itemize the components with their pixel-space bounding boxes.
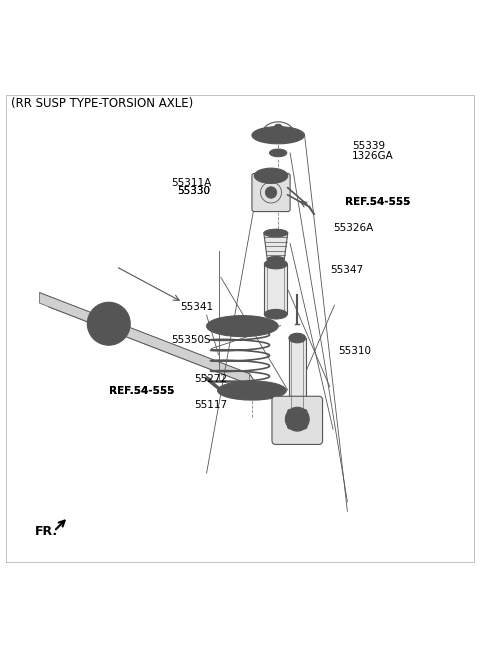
Text: 55326A: 55326A bbox=[333, 223, 373, 233]
Ellipse shape bbox=[217, 381, 286, 400]
Text: REF.54-555: REF.54-555 bbox=[109, 386, 174, 396]
Ellipse shape bbox=[302, 424, 307, 429]
Ellipse shape bbox=[275, 151, 281, 155]
Ellipse shape bbox=[252, 127, 304, 144]
Text: 55272: 55272 bbox=[195, 374, 228, 384]
Ellipse shape bbox=[97, 312, 120, 336]
Ellipse shape bbox=[87, 302, 130, 345]
Ellipse shape bbox=[293, 415, 301, 423]
Text: REF.54-555: REF.54-555 bbox=[345, 197, 410, 207]
Text: 55330: 55330 bbox=[178, 186, 211, 196]
Text: (RR SUSP TYPE-TORSION AXLE): (RR SUSP TYPE-TORSION AXLE) bbox=[11, 97, 193, 110]
Text: 55311A: 55311A bbox=[171, 178, 211, 188]
Text: 55117: 55117 bbox=[195, 400, 228, 410]
Ellipse shape bbox=[291, 413, 303, 425]
Ellipse shape bbox=[265, 187, 277, 198]
Text: 55339: 55339 bbox=[352, 141, 385, 151]
Ellipse shape bbox=[254, 168, 288, 183]
Text: 1326GA: 1326GA bbox=[352, 150, 394, 161]
FancyBboxPatch shape bbox=[272, 396, 323, 445]
Ellipse shape bbox=[264, 309, 287, 319]
Polygon shape bbox=[264, 233, 288, 260]
Ellipse shape bbox=[275, 124, 282, 130]
Ellipse shape bbox=[206, 315, 278, 336]
Text: FR.: FR. bbox=[35, 525, 58, 538]
Ellipse shape bbox=[288, 411, 306, 428]
Ellipse shape bbox=[270, 149, 287, 157]
Bar bbox=[289, 338, 306, 409]
Ellipse shape bbox=[104, 319, 114, 328]
Text: REF.54-555: REF.54-555 bbox=[109, 386, 174, 396]
Polygon shape bbox=[39, 293, 250, 384]
Polygon shape bbox=[39, 293, 259, 388]
Ellipse shape bbox=[264, 229, 288, 237]
Ellipse shape bbox=[264, 260, 287, 269]
Ellipse shape bbox=[233, 321, 252, 331]
Text: 55310: 55310 bbox=[338, 346, 371, 356]
FancyBboxPatch shape bbox=[252, 173, 290, 212]
Ellipse shape bbox=[288, 424, 292, 429]
Text: REF.54-555: REF.54-555 bbox=[345, 197, 410, 207]
Text: 55341: 55341 bbox=[180, 302, 214, 312]
Ellipse shape bbox=[285, 407, 309, 431]
Ellipse shape bbox=[302, 409, 307, 414]
Ellipse shape bbox=[243, 387, 261, 394]
Bar bbox=[264, 264, 287, 314]
Text: 55330: 55330 bbox=[178, 186, 211, 196]
Text: 55350S: 55350S bbox=[171, 336, 210, 346]
Ellipse shape bbox=[267, 256, 284, 262]
Ellipse shape bbox=[288, 409, 292, 414]
Text: 55347: 55347 bbox=[331, 265, 364, 275]
Ellipse shape bbox=[289, 405, 306, 415]
Ellipse shape bbox=[289, 333, 306, 343]
